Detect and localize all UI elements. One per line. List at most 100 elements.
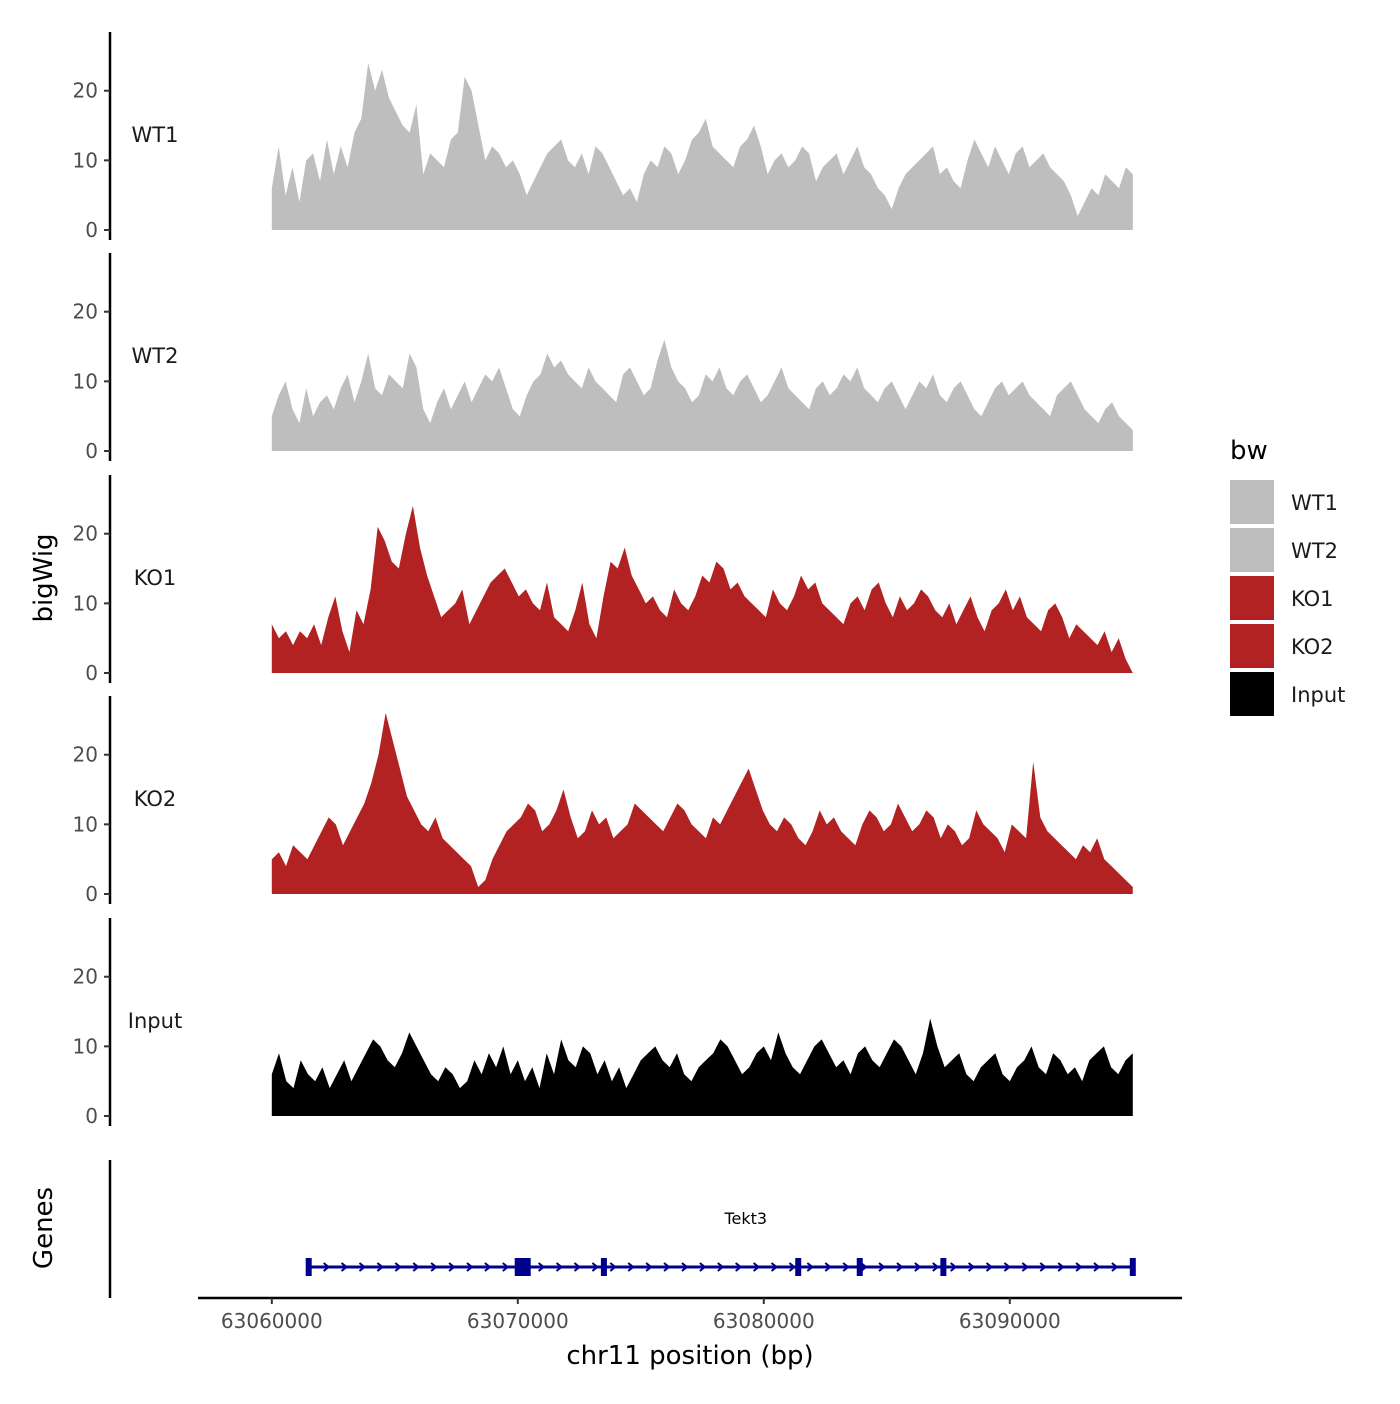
- legend-swatch-wt1: [1230, 480, 1274, 524]
- strand-arrow: [555, 1262, 564, 1272]
- gene-exon: [600, 1258, 607, 1276]
- y-tick-label: 20: [73, 965, 98, 989]
- legend: bw WT1 WT2 KO1 KO2 Input: [1230, 436, 1345, 716]
- strand-arrow: [1093, 1262, 1101, 1272]
- strand-arrow: [376, 1262, 384, 1272]
- strand-arrow: [914, 1262, 922, 1272]
- strand-arrow: [681, 1262, 689, 1272]
- y-tick-label: 0: [85, 661, 98, 685]
- strand-arrow: [466, 1262, 474, 1272]
- strand-arrow: [950, 1262, 958, 1272]
- strand-arrow: [806, 1262, 814, 1272]
- x-tick-label: 63070000: [467, 1309, 569, 1333]
- y-tick-label: 20: [73, 522, 98, 546]
- genes-track: Tekt3: [108, 1160, 1136, 1298]
- y-tick-label: 10: [73, 148, 98, 172]
- legend-swatch-input: [1230, 672, 1274, 716]
- strand-arrow: [502, 1262, 510, 1272]
- strand-arrow: [717, 1262, 725, 1272]
- strand-arrow: [1021, 1262, 1029, 1272]
- strand-arrow: [340, 1262, 349, 1272]
- track-input: 0 10 20 Input: [73, 918, 1133, 1128]
- strand-arrow: [967, 1262, 976, 1272]
- strand-arrow: [788, 1262, 797, 1272]
- tracks-group: 0 10 20 WT1 0 10 20 WT2 0 10 20 KO1 0 10 20 KO2 0 10 20 Inp…: [73, 32, 1133, 1128]
- x-tick-label: 63080000: [713, 1309, 815, 1333]
- y-tick-label: 20: [73, 300, 98, 324]
- strand-arrow: [448, 1262, 456, 1272]
- x-axis: 63060000 63070000 63080000 63090000: [198, 1296, 1182, 1333]
- gene-name-label: Tekt3: [723, 1209, 767, 1228]
- y-tick-label: 0: [85, 439, 98, 463]
- y-tick-label: 0: [85, 1104, 98, 1128]
- coverage-area-wt2: [271, 339, 1133, 451]
- legend-label-wt2: WT2: [1291, 539, 1338, 563]
- x-tick-label: 63090000: [959, 1309, 1061, 1333]
- genes-track-title: Genes: [29, 1187, 59, 1269]
- track-wt2: 0 10 20 WT2: [73, 253, 1133, 463]
- track-label-ko2: KO2: [134, 787, 177, 811]
- strand-arrow: [842, 1262, 850, 1272]
- y-tick-label: 10: [73, 369, 98, 393]
- legend-swatch-ko2: [1230, 624, 1274, 668]
- track-label-input: Input: [128, 1009, 182, 1033]
- strand-arrow: [985, 1262, 994, 1272]
- gene-exon: [514, 1258, 531, 1276]
- legend-label-ko2: KO2: [1291, 635, 1334, 659]
- coverage-area-input: [271, 1018, 1133, 1116]
- strand-arrow: [537, 1262, 546, 1272]
- coverage-area-ko2: [271, 712, 1133, 894]
- track-ko1: 0 10 20 KO1: [73, 475, 1133, 685]
- strand-arrow: [322, 1262, 331, 1272]
- legend-label-wt1: WT1: [1291, 491, 1338, 515]
- coverage-area-wt1: [271, 62, 1133, 231]
- gene-exon: [1129, 1258, 1136, 1276]
- y-tick-label: 10: [73, 591, 98, 615]
- y-tick-label: 20: [73, 79, 98, 103]
- y-tick-label: 0: [85, 882, 98, 906]
- strand-arrow: [932, 1262, 940, 1272]
- legend-swatch-wt2: [1230, 528, 1274, 572]
- strand-arrow: [1039, 1262, 1047, 1272]
- track-label-ko1: KO1: [134, 566, 177, 590]
- y-tick-label: 0: [85, 218, 98, 242]
- legend-label-input: Input: [1291, 683, 1345, 707]
- strand-arrow: [645, 1262, 653, 1272]
- strand-arrow: [1003, 1262, 1011, 1272]
- strand-arrow: [1075, 1262, 1083, 1272]
- legend-swatch-ko1: [1230, 576, 1274, 620]
- strand-arrow: [824, 1262, 832, 1272]
- y-tick-label: 10: [73, 812, 98, 836]
- gene-exon: [856, 1258, 863, 1276]
- y-tick-label: 10: [73, 1034, 98, 1058]
- strand-arrow: [699, 1262, 707, 1272]
- strand-arrow: [394, 1262, 402, 1272]
- strand-arrow: [663, 1262, 671, 1272]
- strand-arrow: [591, 1262, 599, 1272]
- track-ko2: 0 10 20 KO2: [73, 696, 1133, 906]
- gene-exon: [795, 1258, 802, 1276]
- y-tick-label: 20: [73, 743, 98, 767]
- strand-arrow: [770, 1262, 779, 1272]
- strand-arrow: [412, 1262, 420, 1272]
- legend-title: bw: [1230, 436, 1268, 466]
- track-label-wt2: WT2: [132, 344, 179, 368]
- x-tick-label: 63060000: [221, 1309, 323, 1333]
- strand-arrow: [1057, 1262, 1065, 1272]
- strand-arrow: [430, 1262, 438, 1272]
- strand-arrow: [735, 1262, 743, 1272]
- gene-exon: [940, 1258, 947, 1276]
- strand-arrow: [358, 1262, 367, 1272]
- strand-arrow: [752, 1262, 761, 1272]
- strand-arrow: [484, 1262, 492, 1272]
- legend-label-ko1: KO1: [1291, 587, 1334, 611]
- strand-arrow: [1111, 1262, 1119, 1272]
- gene-exon: [305, 1258, 312, 1276]
- coverage-area-ko1: [271, 505, 1133, 673]
- strand-arrow: [609, 1262, 617, 1272]
- x-axis-title: chr11 position (bp): [566, 1341, 813, 1371]
- track-label-wt1: WT1: [132, 123, 179, 147]
- track-wt1: 0 10 20 WT1: [73, 32, 1133, 242]
